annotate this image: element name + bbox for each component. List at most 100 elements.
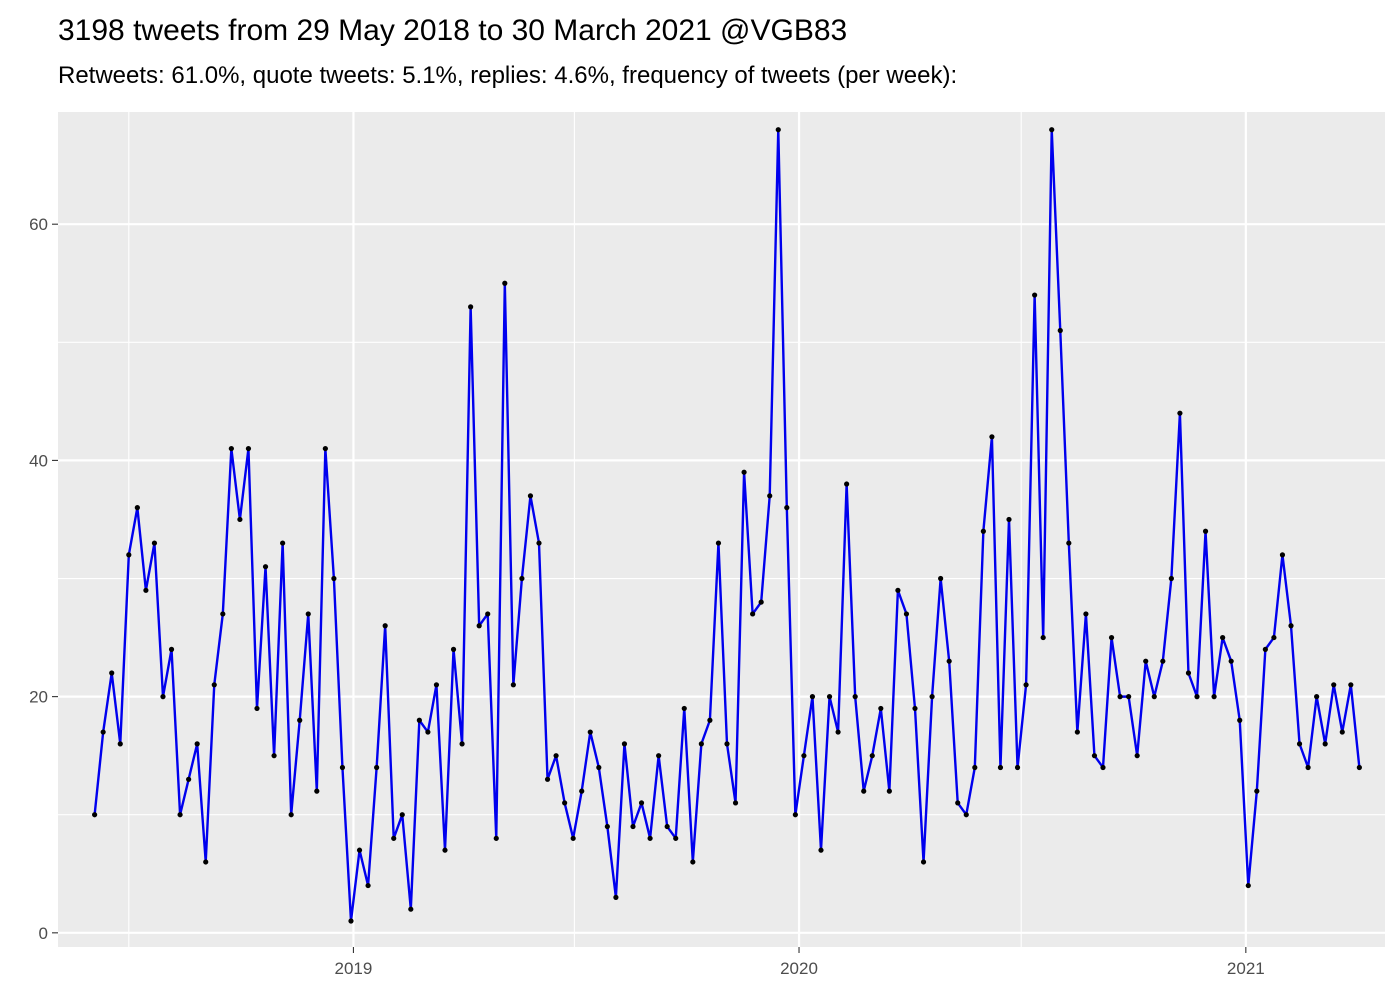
data-point [399, 812, 405, 818]
data-point [826, 694, 833, 700]
data-point [861, 788, 867, 794]
x-axis: 2019 2020 2021 [335, 947, 1265, 978]
data-point [579, 788, 585, 794]
data-point [920, 859, 927, 865]
data-point [220, 611, 226, 617]
data-point [450, 646, 457, 652]
data-point [109, 670, 115, 676]
data-point [1014, 764, 1021, 771]
data-point [1322, 741, 1328, 747]
data-point [177, 812, 183, 818]
data-point [1271, 634, 1277, 641]
data-point [613, 894, 619, 900]
data-point [801, 753, 807, 759]
data-point [1331, 682, 1337, 688]
data-point [228, 445, 234, 452]
data-point [331, 575, 337, 582]
data-point [365, 882, 371, 889]
data-point [160, 694, 166, 700]
x-tick-label: 2019 [335, 959, 373, 978]
data-point [391, 835, 397, 841]
data-point [1237, 717, 1243, 723]
data-point [1168, 575, 1174, 582]
data-point [963, 812, 969, 818]
data-point [989, 434, 995, 440]
x-tick-label: 2021 [1227, 959, 1265, 978]
data-point [459, 741, 465, 747]
data-point [835, 729, 841, 735]
data-point [938, 575, 944, 582]
data-point [143, 587, 149, 593]
data-point [134, 505, 140, 511]
data-point [1296, 741, 1303, 747]
data-point [878, 705, 884, 712]
y-tick-label: 40 [29, 451, 48, 470]
data-point [886, 788, 892, 794]
data-point [297, 717, 303, 723]
data-point [288, 812, 294, 818]
data-point [502, 280, 508, 286]
data-point [741, 469, 747, 475]
data-point [698, 741, 704, 747]
data-point [186, 776, 192, 782]
data-point [1314, 694, 1320, 700]
data-point [374, 764, 380, 771]
data-points [92, 127, 1362, 924]
data-point [1057, 327, 1063, 334]
data-point [630, 823, 636, 830]
data-point [237, 516, 243, 523]
data-point [527, 493, 534, 499]
data-point [553, 753, 559, 759]
data-point [1032, 292, 1038, 298]
data-point [348, 918, 354, 924]
data-point [433, 682, 440, 688]
data-point [775, 127, 781, 133]
data-point [715, 540, 722, 546]
data-point [408, 906, 414, 912]
data-point [1083, 611, 1089, 617]
data-point [356, 847, 363, 853]
data-point [519, 575, 525, 582]
data-point [724, 741, 730, 747]
chart-subtitle: Retweets: 61.0%, quote tweets: 5.1%, rep… [58, 62, 958, 89]
data-point [621, 741, 628, 747]
data-point [1040, 634, 1046, 641]
data-point [1049, 127, 1055, 133]
data-point [1151, 694, 1157, 700]
data-point [570, 835, 576, 841]
data-point [647, 835, 653, 841]
data-point [656, 753, 662, 759]
data-point [211, 682, 217, 688]
data-point [681, 705, 687, 712]
data-point [1091, 753, 1098, 759]
data-point [168, 646, 175, 652]
data-point [485, 611, 491, 617]
data-point [1126, 694, 1132, 700]
data-point [946, 658, 952, 664]
data-point [254, 705, 260, 712]
data-point [536, 540, 542, 546]
data-point [604, 823, 610, 830]
data-point [1262, 646, 1268, 652]
y-axis: 0 20 40 60 [29, 215, 58, 943]
data-point [1194, 694, 1200, 700]
data-point [305, 611, 311, 617]
y-tick-label: 20 [29, 688, 48, 707]
grid-major [58, 112, 1385, 947]
data-point [271, 753, 277, 759]
data-point [1356, 764, 1362, 771]
data-point [980, 528, 986, 534]
data-point [322, 445, 328, 452]
data-point [1220, 634, 1226, 641]
data-point [194, 741, 200, 747]
x-tick-label: 2020 [780, 959, 818, 978]
data-point [852, 694, 858, 700]
data-point [869, 753, 875, 759]
data-point [1211, 694, 1217, 700]
y-tick-label: 0 [39, 924, 48, 943]
data-point [382, 623, 388, 629]
data-point [1254, 788, 1260, 794]
data-point [1305, 764, 1311, 771]
data-point [1185, 670, 1192, 676]
